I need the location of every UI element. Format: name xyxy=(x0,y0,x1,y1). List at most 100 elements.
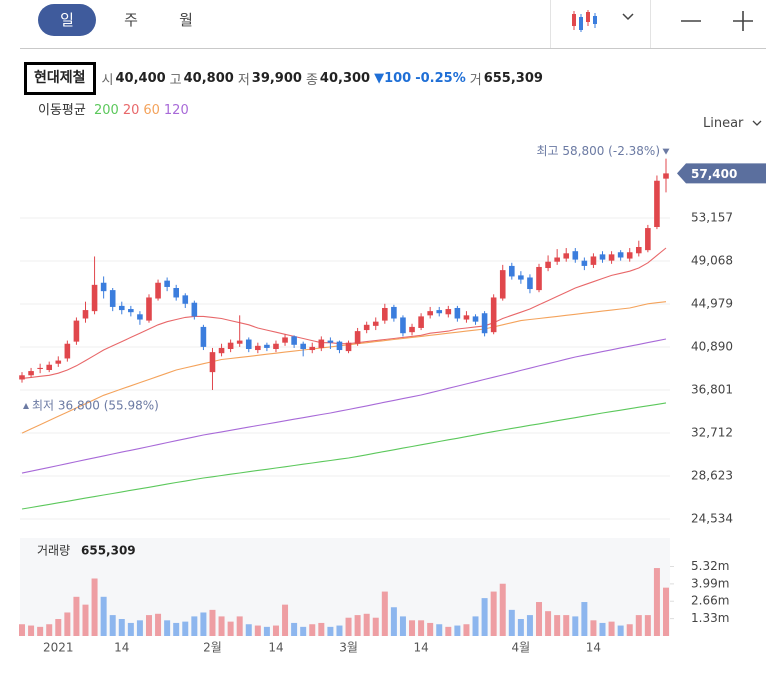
candle-body xyxy=(173,288,179,298)
x-tick-label: 4월 xyxy=(512,641,531,655)
moving-average-line xyxy=(21,247,667,379)
volume-bar xyxy=(309,624,316,636)
volume-bar xyxy=(617,625,624,636)
zoom-out-button[interactable] xyxy=(680,10,702,32)
separator xyxy=(550,0,551,48)
y-tick-label: 36,801 xyxy=(691,382,733,396)
scale-chevron xyxy=(752,120,762,126)
change: ▼100 xyxy=(374,71,412,86)
candle-body xyxy=(599,254,606,260)
candle-body xyxy=(418,316,424,328)
candle-body xyxy=(336,341,343,351)
volume-bar xyxy=(663,587,669,636)
y-tick-label: 49,068 xyxy=(691,253,733,267)
candle-body xyxy=(372,321,379,326)
candle-body xyxy=(554,257,560,262)
volume-tick-label: 1.33m xyxy=(691,611,729,625)
volume-bar xyxy=(64,612,71,636)
low-annotation: 최저 36,800 (55.98%) xyxy=(32,399,159,413)
candle-body xyxy=(354,331,361,344)
volume-bar xyxy=(354,615,361,636)
candle-body xyxy=(581,260,588,266)
moving-average-line xyxy=(21,301,667,434)
volume-bar xyxy=(499,583,506,636)
high-label: 고 xyxy=(169,73,182,88)
volume-bar xyxy=(490,591,497,636)
candle-body xyxy=(645,228,651,251)
volume-bar xyxy=(182,621,189,636)
volume-bar xyxy=(254,625,261,636)
volume-bar xyxy=(236,616,243,636)
volume-bar xyxy=(46,624,53,636)
candle-body xyxy=(73,320,80,342)
y-tick-label: 28,623 xyxy=(691,468,733,482)
volume-bar xyxy=(100,596,107,636)
x-tick-label: 2021 xyxy=(43,641,74,655)
volume-bar xyxy=(445,626,452,636)
candle-body xyxy=(28,371,34,376)
tab-month[interactable]: 월 xyxy=(179,11,193,29)
candle-body xyxy=(590,256,597,265)
candle-body xyxy=(563,253,570,259)
candle-body xyxy=(345,342,352,352)
x-tick-label: 2월 xyxy=(203,641,222,655)
volume-tick-label: 5.32m xyxy=(691,559,729,573)
candle-body xyxy=(635,246,642,254)
scale-toggle[interactable]: Linear xyxy=(703,116,762,131)
stock-name: 현대제철 xyxy=(24,62,96,95)
volume-bar xyxy=(481,598,488,636)
x-tick-label: 3월 xyxy=(339,641,358,655)
volume-bar xyxy=(155,613,162,636)
volume-bar xyxy=(563,615,570,636)
candle-body xyxy=(264,344,270,348)
volume-bar xyxy=(109,615,116,636)
change-pct: -0.25% xyxy=(415,71,466,86)
candle-body xyxy=(327,340,334,343)
tab-week[interactable]: 주 xyxy=(124,11,138,29)
close-label: 종 xyxy=(305,73,318,88)
candle-body xyxy=(291,336,297,345)
open-label: 시 xyxy=(101,73,114,88)
volume-bar xyxy=(55,619,62,636)
toolbar: 일 주 월 xyxy=(20,0,766,49)
chart-type-button[interactable] xyxy=(570,8,600,34)
candle-body xyxy=(37,367,43,369)
candle-body xyxy=(318,339,325,348)
volume-bar xyxy=(608,621,615,636)
volume-bar xyxy=(399,616,406,636)
candle-body xyxy=(282,337,288,343)
zoom-in-button[interactable] xyxy=(732,10,754,32)
candle-body xyxy=(536,266,542,291)
volume-value: 655,309 xyxy=(81,544,136,558)
candle-body xyxy=(663,173,669,179)
candle-body xyxy=(146,297,152,321)
scale-label: Linear xyxy=(703,116,744,131)
volume-bar xyxy=(73,596,80,636)
low-label: 저 xyxy=(237,73,250,88)
tab-day[interactable]: 일 xyxy=(38,4,96,36)
x-tick-label: 14 xyxy=(114,641,129,655)
volume-bar xyxy=(19,624,25,636)
volume-bar xyxy=(581,602,588,636)
dropdown-button[interactable] xyxy=(622,12,634,22)
volume-bar xyxy=(227,621,234,636)
volume-bar xyxy=(282,604,289,636)
volume-bar xyxy=(590,620,597,636)
volume-bar xyxy=(136,620,143,636)
candle-body xyxy=(137,314,143,320)
volume-bar xyxy=(37,626,44,636)
volume-bar xyxy=(472,616,479,636)
volume-bar xyxy=(427,622,434,636)
volume-bar xyxy=(318,622,325,636)
volume-bar xyxy=(390,607,397,636)
candle-body xyxy=(409,326,415,333)
y-tick-label: 44,979 xyxy=(691,296,733,310)
volume-bar xyxy=(91,578,98,636)
candle-body xyxy=(499,270,506,299)
volume-bar xyxy=(345,617,352,636)
candle-body xyxy=(427,311,433,316)
candle-body xyxy=(481,313,488,334)
volume-bar xyxy=(336,625,343,636)
